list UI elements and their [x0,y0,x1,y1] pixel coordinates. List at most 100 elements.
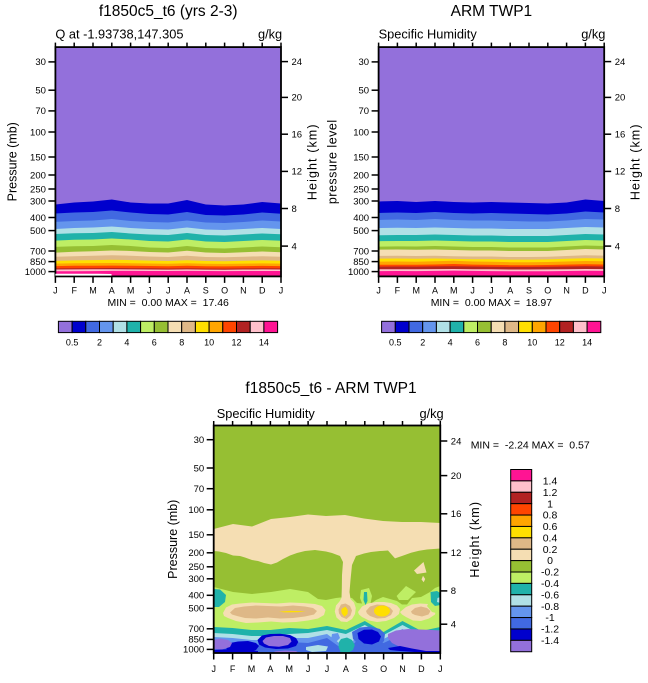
svg-text:8: 8 [179,338,184,348]
svg-text:F: F [230,664,236,674]
svg-text:1000: 1000 [183,645,204,656]
svg-text:500: 500 [30,226,46,237]
svg-text:Pressure (mb): Pressure (mb) [166,500,180,579]
svg-text:-0.2: -0.2 [541,567,559,579]
svg-text:8: 8 [451,586,456,597]
svg-text:J: J [325,664,330,674]
svg-text:250: 250 [30,184,46,195]
svg-text:100: 100 [30,127,46,138]
svg-text:8: 8 [502,338,507,348]
svg-text:M: M [450,286,458,296]
svg-text:300: 300 [188,574,204,585]
svg-text:150: 150 [353,152,369,163]
svg-text:1: 1 [547,498,553,510]
svg-text:f1850c5_t6 (yrs 2-3): f1850c5_t6 (yrs 2-3) [99,3,238,20]
svg-text:N: N [563,286,570,296]
svg-text:400: 400 [188,591,204,602]
svg-text:1000: 1000 [25,267,46,278]
svg-text:pressure level: pressure level [325,119,339,204]
svg-text:D: D [418,664,425,674]
svg-text:J: J [279,286,284,296]
svg-text:70: 70 [35,106,46,117]
svg-text:F: F [71,286,77,296]
svg-text:O: O [221,286,228,296]
svg-text:2: 2 [97,338,102,348]
svg-text:70: 70 [359,106,370,117]
svg-text:700: 700 [353,246,369,257]
svg-text:4: 4 [292,241,297,252]
svg-text:24: 24 [292,57,303,68]
svg-text:0: 0 [547,555,553,567]
svg-text:M: M [89,286,97,296]
svg-text:850: 850 [353,257,369,268]
svg-text:Q at -1.93738,147.305: Q at -1.93738,147.305 [55,27,183,42]
svg-text:20: 20 [615,93,626,104]
svg-text:14: 14 [259,338,269,348]
svg-text:20: 20 [292,93,303,104]
svg-text:2: 2 [420,338,425,348]
svg-text:O: O [544,286,551,296]
svg-text:J: J [376,286,381,296]
svg-text:30: 30 [359,57,370,68]
svg-text:Specific Humidity: Specific Humidity [379,27,478,42]
svg-text:1000: 1000 [348,267,369,278]
svg-text:100: 100 [353,127,369,138]
svg-text:200: 200 [30,170,46,181]
svg-text:J: J [211,664,216,674]
svg-text:A: A [267,664,273,674]
svg-text:24: 24 [615,57,626,68]
svg-text:8: 8 [292,204,297,215]
svg-text:J: J [306,664,311,674]
svg-text:A: A [184,286,190,296]
svg-text:0.8: 0.8 [543,510,558,522]
svg-text:400: 400 [30,213,46,224]
svg-text:16: 16 [615,130,626,141]
svg-text:12: 12 [555,338,565,348]
svg-text:J: J [438,664,443,674]
svg-text:50: 50 [35,86,46,97]
svg-text:Height (km): Height (km) [468,501,482,578]
svg-text:D: D [582,286,589,296]
svg-text:12: 12 [292,167,303,178]
svg-text:30: 30 [35,57,46,68]
svg-text:50: 50 [359,86,370,97]
svg-text:12: 12 [451,548,462,559]
svg-text:S: S [203,286,209,296]
svg-text:850: 850 [30,257,46,268]
svg-text:J: J [166,286,171,296]
svg-text:1.2: 1.2 [543,487,558,499]
svg-text:500: 500 [353,226,369,237]
svg-text:1.4: 1.4 [543,475,558,487]
svg-text:6: 6 [475,338,480,348]
svg-text:A: A [507,286,513,296]
svg-text:10: 10 [204,338,214,348]
svg-text:12: 12 [231,338,241,348]
svg-text:MIN = 0.00 MAX = 17.46: MIN = 0.00 MAX = 17.46 [107,297,229,309]
svg-text:f1850c5_t6 - ARM TWP1: f1850c5_t6 - ARM TWP1 [245,380,416,397]
svg-text:700: 700 [30,246,46,257]
svg-text:24: 24 [451,436,462,447]
svg-text:M: M [248,664,256,674]
svg-text:0.5: 0.5 [389,338,402,348]
svg-text:S: S [362,664,368,674]
svg-text:Height (km): Height (km) [629,123,643,200]
svg-text:MIN = -2.24 MAX = 0.57: MIN = -2.24 MAX = 0.57 [471,439,590,451]
svg-text:-1.4: -1.4 [541,635,559,647]
svg-text:D: D [259,286,266,296]
svg-text:70: 70 [194,484,205,495]
svg-text:250: 250 [188,562,204,573]
svg-text:150: 150 [30,152,46,163]
svg-text:O: O [380,664,387,674]
svg-text:N: N [399,664,406,674]
svg-text:g/kg: g/kg [419,406,443,421]
svg-text:300: 300 [353,196,369,207]
svg-text:300: 300 [30,196,46,207]
svg-text:-0.8: -0.8 [541,601,559,613]
svg-text:M: M [285,664,293,674]
svg-text:J: J [147,286,152,296]
svg-text:Height (km): Height (km) [306,123,320,200]
svg-text:Specific Humidity: Specific Humidity [217,406,316,421]
svg-text:0.6: 0.6 [543,521,558,533]
svg-text:500: 500 [188,604,204,615]
svg-text:200: 200 [353,170,369,181]
